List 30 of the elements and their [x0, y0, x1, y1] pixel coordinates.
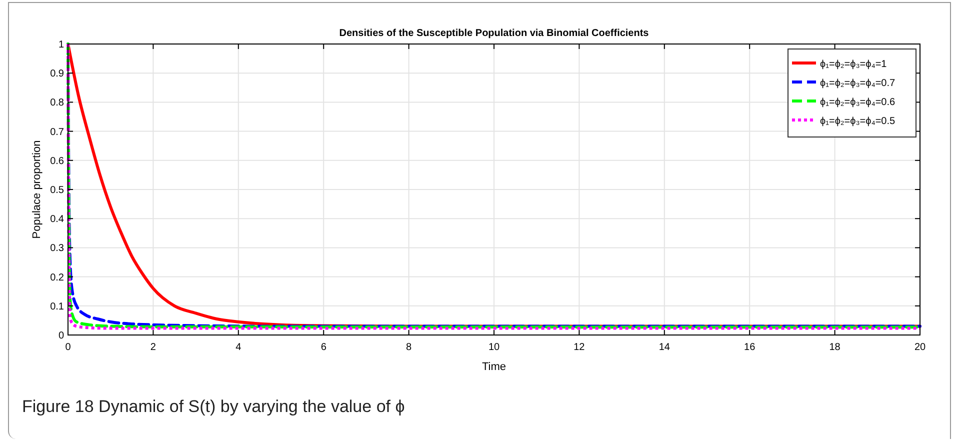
x-tick-label: 0 [65, 342, 72, 353]
y-tick-label: 0.6 [50, 156, 64, 167]
y-tick-label: 0.8 [50, 98, 64, 109]
x-tick-label: 4 [236, 342, 242, 353]
x-tick-label: 18 [829, 342, 841, 353]
y-tick-label: 0.7 [50, 126, 64, 138]
x-tick-label: 14 [658, 342, 670, 353]
y-tick-label: 1 [58, 40, 64, 50]
y-tick-label: 0.3 [50, 243, 64, 254]
legend-label: ϕ₁=ϕ₂=ϕ₃=ϕ₄=0.6 [820, 97, 896, 108]
y-tick-label: 0.5 [50, 185, 64, 196]
x-tick-label: 12 [574, 342, 586, 353]
legend-label: ϕ₁=ϕ₂=ϕ₃=ϕ₄=0.5 [820, 116, 896, 127]
caption: Figure 18 Dynamic of S(t) by varying the value of ϕ [22, 397, 405, 416]
y-tick-label: 0 [58, 330, 64, 342]
x-tick-label: 2 [150, 342, 156, 353]
y-axis-title: Populace proportion [31, 140, 43, 239]
x-tick-label: 10 [488, 342, 500, 353]
y-tick-label: 0.2 [50, 272, 64, 284]
y-tick-label: 0.9 [50, 68, 64, 80]
x-tick-label: 6 [320, 342, 327, 353]
legend-label: ϕ₁=ϕ₂=ϕ₃=ϕ₄=1 [820, 59, 888, 70]
chart-title: Densities of the Susceptible Population via Binomial Coefficients [339, 28, 650, 39]
x-axis-title: Time [482, 361, 506, 373]
x-tick-label: 16 [744, 342, 756, 353]
y-tick-label: 0.1 [50, 301, 64, 312]
x-tick-label: 8 [406, 342, 412, 353]
x-tick-label: 20 [914, 342, 926, 353]
y-tick-label: 0.4 [50, 214, 64, 226]
legend-label: ϕ₁=ϕ₂=ϕ₃=ϕ₄=0.7 [820, 78, 896, 89]
